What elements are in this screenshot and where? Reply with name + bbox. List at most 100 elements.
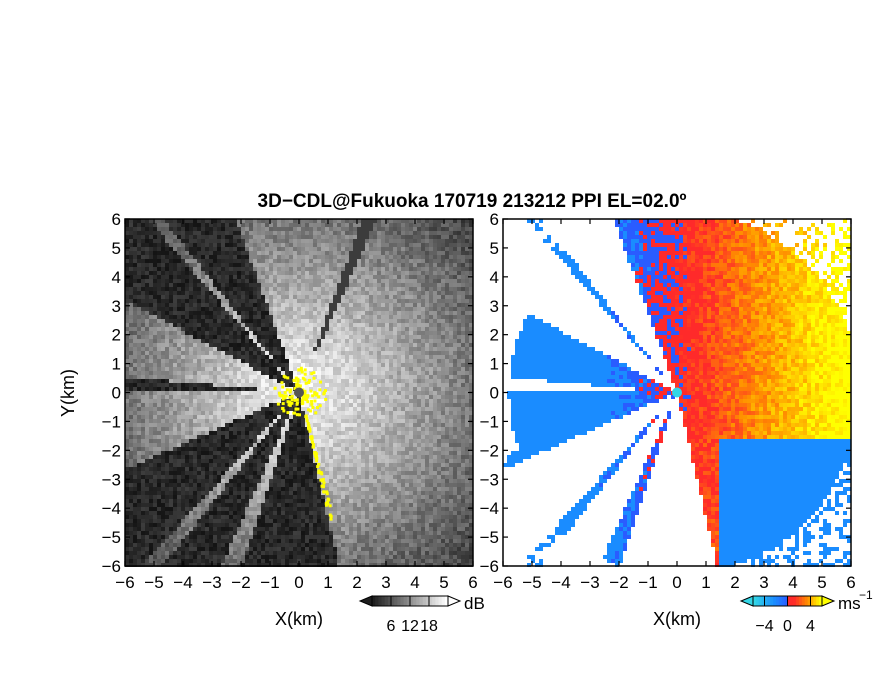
snr-cell	[381, 259, 385, 263]
snr-cell	[417, 247, 421, 251]
snr-cell	[317, 227, 321, 231]
snr-cell	[341, 327, 345, 331]
snr-cell	[229, 439, 233, 443]
snr-cell	[329, 367, 333, 371]
snr-cell	[241, 315, 245, 319]
snr-cell	[401, 375, 405, 379]
snr-cell	[237, 383, 241, 387]
snr-cell	[405, 223, 409, 227]
snr-cell	[261, 263, 265, 267]
snr-cell	[429, 395, 433, 399]
snr-cell	[297, 435, 301, 439]
snr-cell	[437, 307, 441, 311]
snr-cell	[377, 427, 381, 431]
snr-cell	[169, 251, 173, 255]
snr-cell	[133, 399, 137, 403]
snr-cell	[221, 259, 225, 263]
snr-cell	[433, 319, 437, 323]
snr-cell	[165, 231, 169, 235]
snr-cell	[157, 287, 161, 291]
snr-cell	[429, 283, 433, 287]
snr-cell	[401, 291, 405, 295]
snr-cell	[381, 251, 385, 255]
snr-cell	[201, 375, 205, 379]
snr-cell	[137, 359, 141, 363]
snr-cell	[321, 307, 325, 311]
snr-cell	[325, 295, 329, 299]
snr-cell	[353, 227, 357, 231]
snr-cell	[209, 371, 213, 375]
snr-cell	[261, 387, 265, 391]
snr-cell	[221, 243, 225, 247]
snr-cell	[157, 439, 161, 443]
snr-cell	[373, 379, 377, 383]
snr-cell	[357, 323, 361, 327]
snr-cell	[441, 359, 445, 363]
snr-cell	[261, 435, 265, 439]
snr-cell	[145, 247, 149, 251]
snr-cell	[153, 383, 157, 387]
snr-cell	[237, 279, 241, 283]
snr-cell	[125, 279, 129, 283]
snr-cell	[289, 307, 293, 311]
snr-cell	[145, 219, 149, 223]
snr-cell	[265, 243, 269, 247]
snr-cell	[425, 251, 429, 255]
snr-cell	[425, 419, 429, 423]
snr-cell	[245, 263, 249, 267]
snr-cell	[125, 255, 129, 259]
snr-cell	[317, 363, 321, 367]
snr-cell	[165, 371, 169, 375]
snr-cell	[133, 431, 137, 435]
snr-cell	[277, 275, 281, 279]
snr-cell	[429, 303, 433, 307]
snr-cell	[185, 383, 189, 387]
snr-cell	[289, 259, 293, 263]
snr-cell	[449, 223, 453, 227]
snr-cell	[277, 243, 281, 247]
snr-cell	[345, 423, 349, 427]
snr-cell	[201, 411, 205, 415]
snr-cell	[405, 391, 409, 395]
snr-cell	[425, 263, 429, 267]
snr-cell	[197, 375, 201, 379]
snr-cell	[237, 235, 241, 239]
snr-cell	[433, 327, 437, 331]
snr-cell	[345, 387, 349, 391]
snr-cell	[373, 303, 377, 307]
snr-cell	[181, 347, 185, 351]
snr-cell	[193, 415, 197, 419]
snr-cell	[297, 303, 301, 307]
snr-cell	[341, 355, 345, 359]
snr-cell	[205, 263, 209, 267]
snr-cell	[177, 351, 181, 355]
snr-cell	[141, 227, 145, 231]
snr-cell	[185, 407, 189, 411]
snr-cell	[209, 335, 213, 339]
snr-cell	[197, 247, 201, 251]
snr-cell	[329, 323, 333, 327]
snr-cell	[153, 283, 157, 287]
snr-cell	[361, 275, 365, 279]
snr-cell	[177, 219, 181, 223]
snr-cell	[365, 251, 369, 255]
snr-cell	[425, 411, 429, 415]
snr-cell	[205, 367, 209, 371]
snr-cell	[369, 303, 373, 307]
snr-cell	[233, 339, 237, 343]
snr-cell	[349, 407, 353, 411]
snr-cell	[265, 359, 269, 363]
snr-cell	[285, 339, 289, 343]
snr-cell	[369, 263, 373, 267]
snr-cell	[273, 407, 277, 411]
snr-cell	[177, 391, 181, 395]
snr-cell	[417, 399, 421, 403]
snr-cell	[177, 303, 181, 307]
snr-cell	[137, 315, 141, 319]
snr-cell	[145, 359, 149, 363]
snr-cell	[401, 299, 405, 303]
snr-cell	[453, 255, 457, 259]
snr-cell	[241, 403, 245, 407]
snr-cell	[277, 283, 281, 287]
snr-cell	[185, 387, 189, 391]
